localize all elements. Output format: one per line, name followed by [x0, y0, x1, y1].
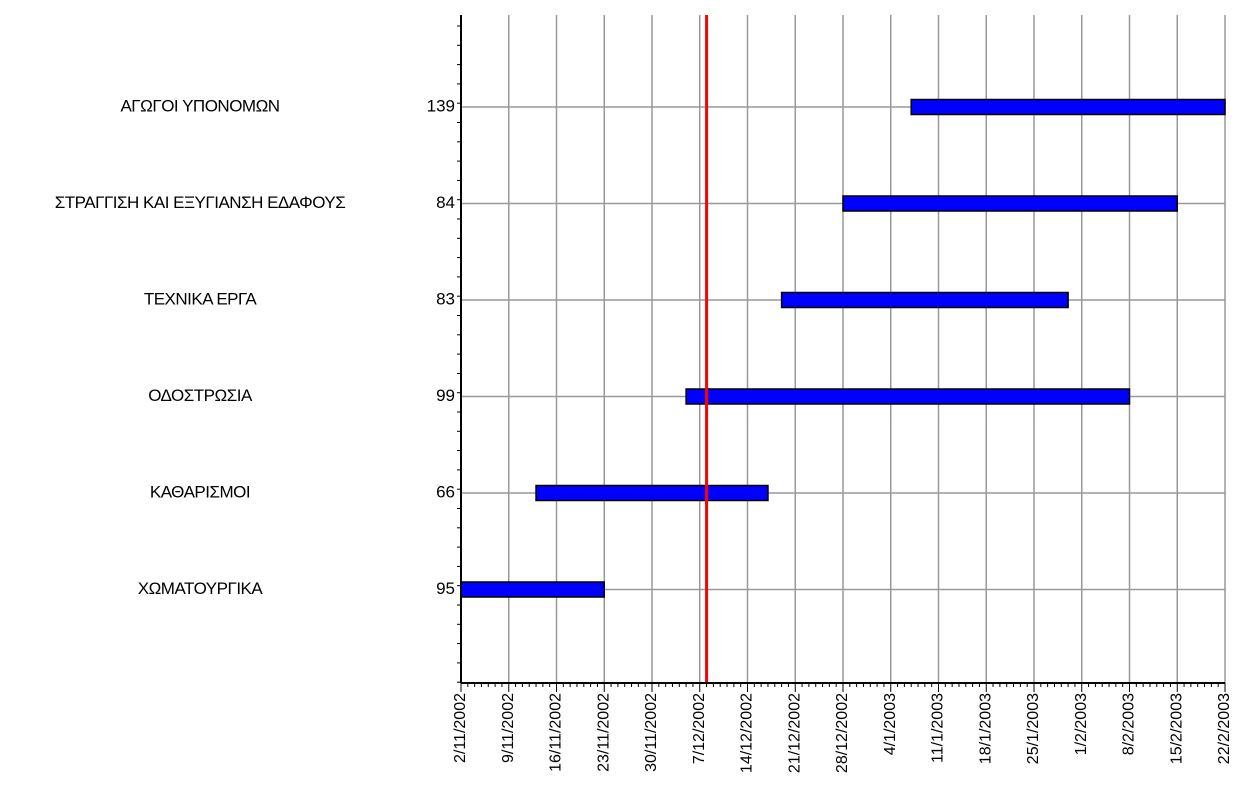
- x-tick-label: 2/11/2002: [452, 693, 469, 763]
- task-bar: [910, 98, 1226, 116]
- task-bar: [780, 291, 1069, 309]
- x-tick-label: 15/2/2003: [1168, 693, 1185, 764]
- task-id-label: 84: [436, 193, 455, 212]
- x-tick-label: 18/1/2003: [977, 693, 994, 764]
- task-name-label: ΤΕΧΝΙΚΑ ΕΡΓΑ: [144, 289, 258, 308]
- task-bar: [685, 388, 1131, 405]
- task-id-label: 66: [436, 482, 455, 501]
- task-id-label: 95: [436, 579, 455, 598]
- x-tick-label: 9/11/2002: [500, 693, 517, 763]
- x-tick-label: 22/2/2003: [1216, 693, 1233, 764]
- x-tick-label: 28/12/2002: [834, 693, 851, 773]
- task-name-label: ΑΓΩΓΟΙ ΥΠΟΝΟΜΩΝ: [120, 96, 279, 115]
- x-tick-label: 21/12/2002: [786, 693, 803, 773]
- x-tick-label: 16/11/2002: [548, 693, 565, 772]
- x-tick-label: 11/1/2003: [930, 693, 947, 763]
- axis-layer: [457, 15, 1226, 692]
- grid-layer: [460, 15, 1226, 683]
- task-bar: [535, 484, 769, 502]
- x-tick-label: 14/12/2002: [739, 693, 756, 773]
- x-tick-label: 4/1/2003: [882, 693, 899, 755]
- x-tick-label: 7/12/2002: [691, 693, 708, 764]
- x-tick-label: 23/11/2002: [595, 693, 612, 772]
- task-id-label: 99: [436, 386, 455, 405]
- task-name-label: ΧΩΜΑΤΟΥΡΓΙΚΑ: [138, 579, 264, 598]
- x-tick-label: 1/2/2003: [1073, 693, 1090, 755]
- task-id-label: 83: [436, 289, 455, 308]
- x-tick-label: 30/11/2002: [643, 693, 660, 772]
- task-bar: [842, 195, 1178, 212]
- x-tick-label: 8/2/2003: [1121, 693, 1138, 755]
- label-layer: 2/11/2002 9/11/2002 16/11/2002 23/11/2002 30…: [55, 96, 1233, 773]
- bar-layer: [460, 98, 1226, 598]
- task-name-label: ΣΤΡΑΓΓΙΣΗ ΚΑΙ ΕΞΥΓΙΑΝΣΗ ΕΔΑΦΟΥΣ: [55, 193, 345, 212]
- x-tick-label: 25/1/2003: [1025, 693, 1042, 764]
- task-name-label: ΟΔΟΣΤΡΩΣΙΑ: [148, 386, 253, 405]
- task-id-label: 139: [427, 96, 455, 115]
- task-name-label: ΚΑΘΑΡΙΣΜΟΙ: [150, 482, 250, 501]
- task-bar: [460, 581, 605, 598]
